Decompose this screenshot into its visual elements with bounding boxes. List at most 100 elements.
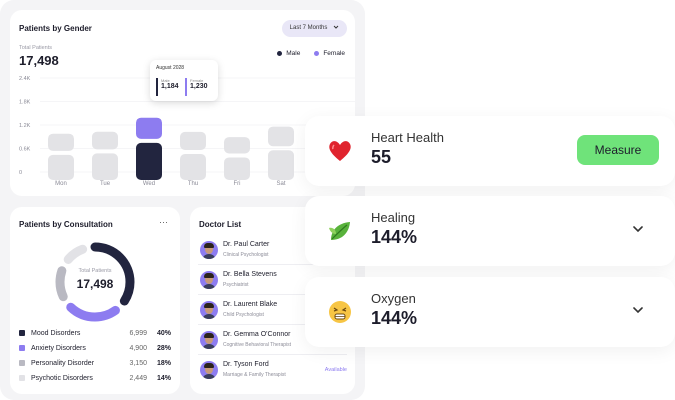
range-select-label: Last 7 Months xyxy=(289,25,328,31)
donut-segment[interactable] xyxy=(55,242,135,322)
bar-male[interactable] xyxy=(48,154,74,180)
healing-card: Healing 144% xyxy=(305,196,675,266)
healing-value: 144% xyxy=(371,227,418,247)
heart-health-card: Heart Health 55 Measure xyxy=(305,116,675,186)
y-tick-label: 2.4K xyxy=(19,76,31,82)
gender-card-title: Patients by Gender xyxy=(19,24,92,33)
x-tick-label: Mon xyxy=(55,181,67,187)
row-pct: 40% xyxy=(156,329,171,337)
range-select[interactable]: Last 7 Months xyxy=(281,20,347,37)
oxygen-label: Oxygen xyxy=(371,291,416,306)
doctor-role: Marriage & Family Therapist xyxy=(223,372,286,378)
chevron-down-icon[interactable] xyxy=(631,222,645,236)
doctor-role: Clinical Psychologist xyxy=(223,252,269,258)
consult-row-psychotic: Psychotic Disorders 2,449 14% xyxy=(19,372,171,384)
tooltip-female-label: Female xyxy=(190,78,204,83)
row-label: Psychotic Disorders xyxy=(31,374,93,382)
consult-row-personality: Personality Disorder 3,150 18% xyxy=(19,357,171,369)
chart-tooltip: August 2028 Male 1,184 Female 1,230 xyxy=(150,60,218,101)
avatar xyxy=(200,301,218,319)
x-tick-label: Sat xyxy=(276,181,285,187)
doctor-list-title: Doctor List xyxy=(199,220,242,229)
doctor-role: Child Psychologist xyxy=(223,312,264,318)
bar-female[interactable] xyxy=(136,117,162,139)
bar-male[interactable] xyxy=(92,153,118,180)
oxygen-card: Oxygen 144% xyxy=(305,277,675,347)
tired-face-icon xyxy=(329,301,351,323)
psychotic-swatch xyxy=(19,375,25,381)
donut-center: Total Patients 17,498 xyxy=(50,237,140,327)
tooltip-female: Female 1,230 xyxy=(185,78,213,96)
bar-female[interactable] xyxy=(92,131,118,150)
x-tick-label: Wed xyxy=(143,181,155,187)
doctor-item[interactable]: Dr. Laurent Blake Child Psychologist xyxy=(198,297,347,325)
bar-male[interactable] xyxy=(136,142,162,180)
consult-row-mood: Mood Disorders 6,999 40% xyxy=(19,327,171,339)
bar-male[interactable] xyxy=(180,153,206,180)
anxiety-swatch xyxy=(19,345,25,351)
row-value: 3,150 xyxy=(129,359,147,367)
doctor-item[interactable]: Dr. Gemma O'Connor Cognitive Behavioral … xyxy=(198,327,347,355)
legend-male-swatch xyxy=(277,50,283,56)
row-value: 4,900 xyxy=(129,344,147,352)
row-label: Personality Disorder xyxy=(31,359,95,367)
row-pct: 18% xyxy=(156,359,171,367)
bar-female[interactable] xyxy=(224,137,250,154)
gender-bar-chart: 2.4K 1.8K 1.2K 0.6K 0 Mon Tue Wed Thu Fri Sat xyxy=(19,76,355,187)
row-value: 2,449 xyxy=(129,374,147,382)
bar-female[interactable] xyxy=(180,131,206,150)
row-pct: 14% xyxy=(156,374,171,382)
doctor-name: Dr. Laurent Blake xyxy=(223,301,278,308)
donut-segment[interactable] xyxy=(55,242,135,322)
availability-tag: Available xyxy=(324,367,347,373)
bar-female[interactable] xyxy=(48,133,74,151)
healing-label: Healing xyxy=(371,210,416,225)
x-tick-label: Fri xyxy=(234,181,241,187)
bar-female[interactable] xyxy=(268,126,294,147)
donut-segment[interactable] xyxy=(55,242,135,322)
x-tick-label: Thu xyxy=(188,181,198,187)
personality-swatch xyxy=(19,360,25,366)
donut-center-value: 17,498 xyxy=(76,277,114,291)
bar-male[interactable] xyxy=(268,150,294,180)
y-tick-label: 0 xyxy=(19,170,22,176)
legend-female-swatch xyxy=(314,50,320,56)
mood-swatch xyxy=(19,330,25,336)
doctor-role: Psychiatrist xyxy=(223,282,249,288)
doctor-name: Dr. Paul Carter xyxy=(223,241,270,248)
doctor-item[interactable]: Dr. Bella Stevens Psychiatrist xyxy=(198,267,347,295)
row-label: Mood Disorders xyxy=(31,329,81,337)
avatar xyxy=(200,361,218,379)
leaf-icon xyxy=(329,222,350,240)
donut-center-label: Total Patients xyxy=(78,268,112,274)
x-tick-label: Tue xyxy=(100,181,111,187)
oxygen-value: 144% xyxy=(371,308,418,328)
doctor-name: Dr. Bella Stevens xyxy=(223,271,277,278)
patients-by-consultation-card: Patients by Consultation ··· Total Patie… xyxy=(10,207,180,394)
tooltip-male-label: Male xyxy=(161,78,170,83)
measure-button[interactable]: Measure xyxy=(577,135,659,165)
chevron-down-icon[interactable] xyxy=(631,303,645,317)
doctor-item[interactable]: Dr. Tyson Ford Marriage & Family Therapi… xyxy=(198,357,347,385)
row-label: Anxiety Disorders xyxy=(31,344,86,352)
y-tick-label: 0.6K xyxy=(19,147,31,153)
patients-by-gender-card: Patients by Gender Last 7 Months Total P… xyxy=(10,10,355,196)
avatar xyxy=(200,331,218,349)
heart-health-value: 55 xyxy=(371,147,392,167)
y-tick-label: 1.8K xyxy=(19,100,31,106)
more-menu-button[interactable]: ··· xyxy=(159,217,168,227)
tooltip-male: Male 1,184 xyxy=(156,78,181,96)
tooltip-title: August 2028 xyxy=(156,65,185,71)
chart-legend: Male Female xyxy=(277,50,345,57)
doctor-role: Cognitive Behavioral Therapist xyxy=(223,342,292,348)
heart-health-label: Heart Health xyxy=(371,130,444,145)
doctor-item[interactable]: Dr. Paul Carter Clinical Psychologist xyxy=(198,237,347,265)
legend-female: Female xyxy=(314,50,345,57)
chevron-down-icon xyxy=(333,26,339,30)
bar-male[interactable] xyxy=(224,157,250,180)
legend-female-label: Female xyxy=(323,50,345,57)
dashboard-panel: Patients by Gender Last 7 Months Total P… xyxy=(0,0,365,400)
heart-icon xyxy=(329,141,351,161)
legend-male-label: Male xyxy=(286,50,301,57)
total-patients-value: 17,498 xyxy=(19,53,59,68)
